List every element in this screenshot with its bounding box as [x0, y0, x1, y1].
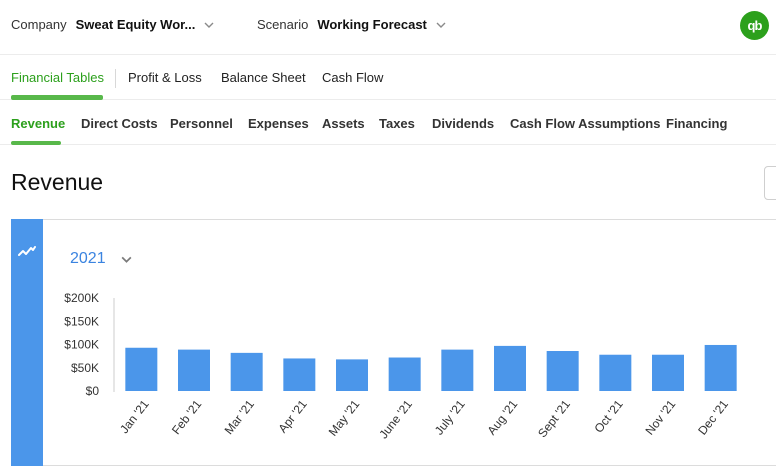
scenario-selector[interactable]: Scenario Working Forecast	[257, 17, 447, 32]
primary-tabs: Financial Tables Profit & Loss Balance S…	[0, 56, 776, 100]
company-value[interactable]: Sweat Equity Wor...	[75, 17, 196, 32]
tab-cash-flow-assumptions[interactable]: Cash Flow Assumptions	[510, 116, 661, 131]
chart-bar[interactable]	[230, 352, 263, 391]
tab-expenses[interactable]: Expenses	[248, 116, 309, 131]
tab-divider	[115, 69, 116, 88]
active-tab-indicator	[11, 95, 103, 100]
chart-bar[interactable]	[652, 354, 684, 391]
tab-financial-tables[interactable]: Financial Tables	[11, 70, 104, 85]
secondary-tabs: Revenue Direct Costs Personnel Expenses …	[0, 101, 776, 145]
chart-bar[interactable]	[494, 345, 526, 391]
company-label: Company	[11, 17, 67, 32]
chart-bar[interactable]	[599, 354, 632, 391]
tab-profit-loss[interactable]: Profit & Loss	[128, 70, 202, 85]
active-subtab-indicator	[11, 141, 61, 145]
y-tick-label: $0	[86, 384, 100, 398]
tab-cash-flow[interactable]: Cash Flow	[322, 70, 384, 85]
options-button[interactable]	[764, 166, 776, 200]
scenario-value[interactable]: Working Forecast	[317, 17, 427, 32]
y-tick-label: $100K	[64, 338, 99, 352]
chart-bar[interactable]	[704, 344, 737, 391]
tab-dividends[interactable]: Dividends	[432, 116, 495, 131]
chevron-down-icon[interactable]	[203, 19, 215, 31]
chart-bar[interactable]	[178, 349, 210, 391]
chart-rail[interactable]	[11, 219, 43, 466]
company-selector[interactable]: Company Sweat Equity Wor...	[11, 17, 215, 32]
chevron-down-icon[interactable]	[120, 253, 133, 266]
tab-assets[interactable]: Assets	[322, 116, 365, 131]
chart-bar[interactable]	[125, 347, 158, 391]
y-tick-label: $150K	[64, 314, 99, 328]
y-tick-label: $50K	[71, 361, 99, 375]
chart-bar[interactable]	[336, 359, 368, 391]
tab-financing[interactable]: Financing	[666, 116, 728, 131]
scenario-label: Scenario	[257, 17, 309, 32]
tab-balance-sheet[interactable]: Balance Sheet	[221, 70, 306, 85]
tab-taxes[interactable]: Taxes	[379, 116, 415, 131]
tab-personnel[interactable]: Personnel	[170, 116, 233, 131]
year-selector-value[interactable]: 2021	[70, 250, 106, 267]
chart-bar[interactable]	[546, 351, 579, 391]
chart-bar[interactable]	[283, 358, 316, 391]
chart-bar[interactable]	[441, 349, 474, 391]
page-title: Revenue	[11, 169, 104, 195]
y-tick-label: $200K	[64, 291, 99, 305]
top-bar: Company Sweat Equity Wor... Scenario Wor…	[0, 0, 776, 55]
chart-bar[interactable]	[388, 357, 421, 391]
chevron-down-icon[interactable]	[435, 19, 447, 31]
tab-direct-costs[interactable]: Direct Costs	[81, 116, 158, 131]
quickbooks-logo-icon[interactable]: qb	[740, 11, 769, 40]
trend-line-icon[interactable]	[18, 244, 36, 258]
tab-revenue[interactable]: Revenue	[11, 116, 66, 131]
